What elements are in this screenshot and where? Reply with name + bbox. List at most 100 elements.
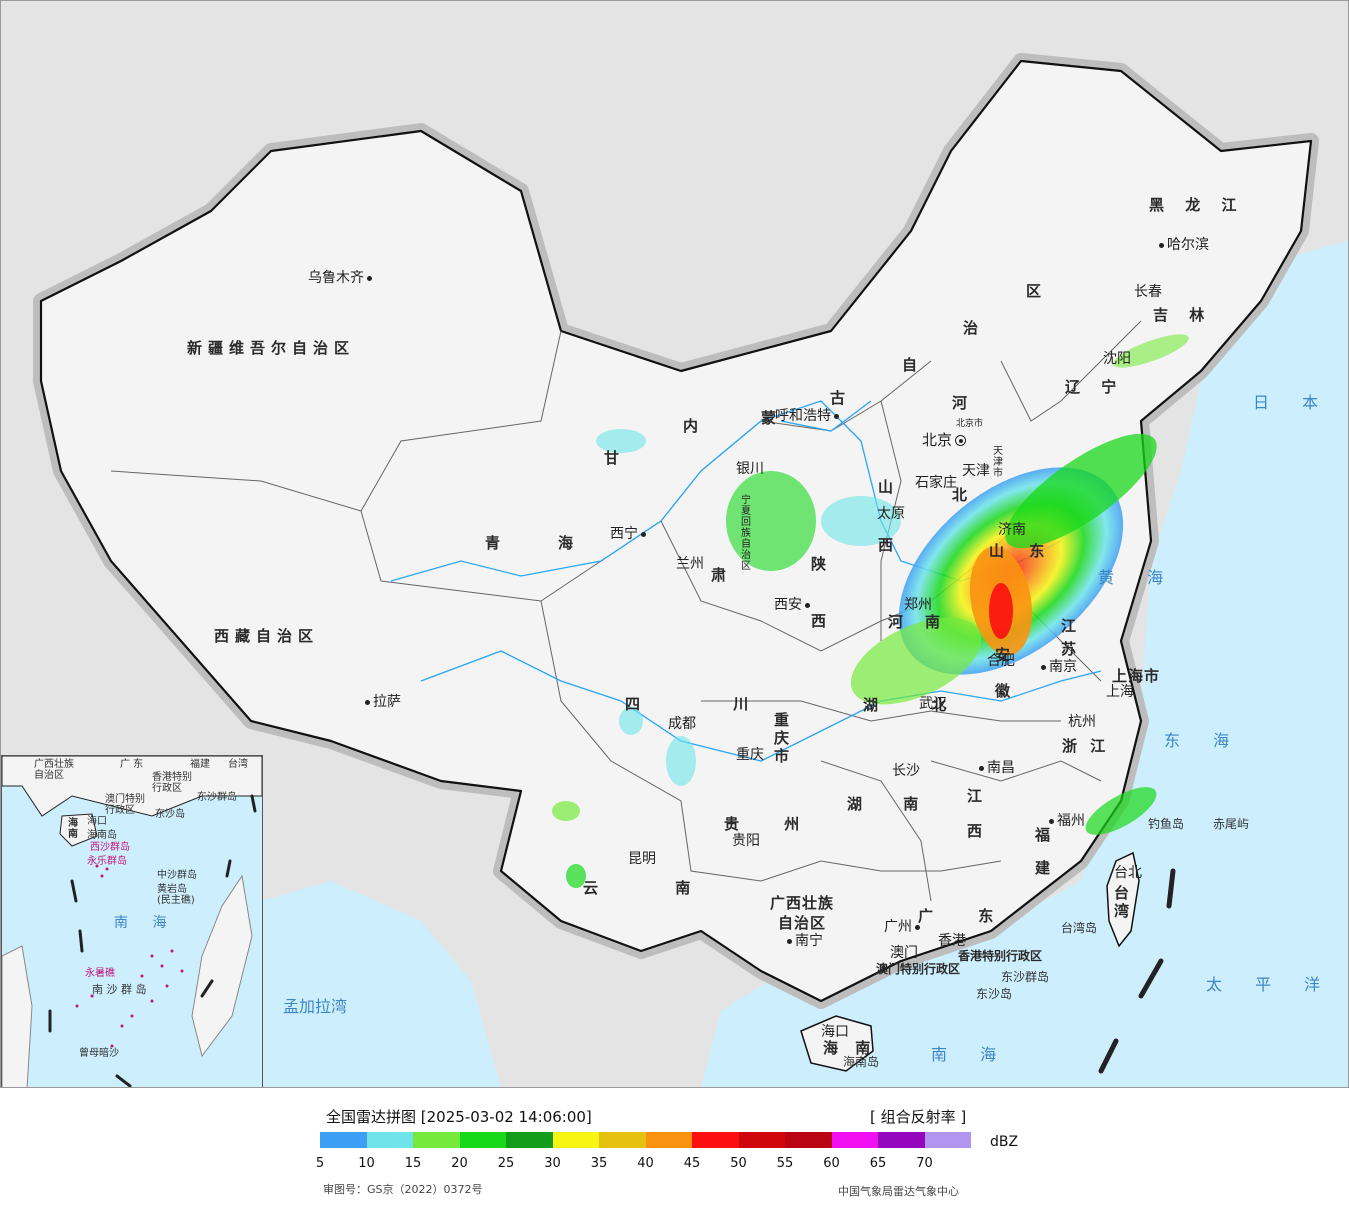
- hunan-label: 湖 南: [847, 795, 937, 813]
- legend-swatch: [320, 1132, 367, 1148]
- inset-dongsha-label: 东沙群岛: [197, 792, 237, 803]
- east-sea-label: 东 海: [1164, 731, 1244, 750]
- ningxia-label: 宁夏回族自治区: [741, 495, 751, 572]
- legend-product: [ 组合反射率 ]: [870, 1108, 967, 1126]
- city-lhasa: 拉萨: [365, 695, 401, 709]
- neimeng-label-4: 自: [902, 356, 919, 374]
- city-beijing: 北京: [922, 431, 967, 449]
- legend-tick-label: 20: [451, 1156, 468, 1171]
- city-wuhan: 武汉: [919, 696, 947, 712]
- legend-swatch: [738, 1132, 785, 1148]
- legend-swatch: [459, 1132, 506, 1148]
- south-sea-label: 南 海: [931, 1045, 1011, 1064]
- inset-macao-label: 澳门特别 行政区: [105, 794, 145, 816]
- diaoyu-island-label: 钓鱼岛: [1148, 817, 1185, 831]
- taiwan-island-shape: [1106, 851, 1140, 948]
- legend-swatch: [599, 1132, 646, 1148]
- legend-tick-label: 55: [776, 1156, 794, 1171]
- inset-xisha-label: 西沙群岛: [90, 842, 130, 853]
- tibet-label: 西藏自治区: [214, 627, 320, 645]
- city-haikou: 海口: [821, 1024, 849, 1040]
- bay-of-bengal-label: 孟加拉湾: [283, 997, 348, 1016]
- hainan-island-shape: [800, 1015, 874, 1072]
- inset-yongshu-label: 永暑礁: [85, 968, 115, 979]
- hebei-label-2: 北: [952, 486, 969, 504]
- chongqing-label: 重庆市: [774, 711, 791, 765]
- city-shenyang: 沈阳: [1103, 351, 1131, 367]
- inset-zengmu-label: 曾母暗沙: [79, 1048, 119, 1059]
- hainan-island-label: 海南岛: [843, 1055, 880, 1069]
- qinghai-label-1: 青: [485, 534, 502, 552]
- sichuan-label: 四 川: [625, 695, 793, 713]
- gansu-label-2: 肃: [711, 566, 728, 584]
- legend-swatch: [366, 1132, 413, 1148]
- henan-label-1: 河: [888, 613, 905, 631]
- city-guiyang: 贵阳: [732, 833, 760, 849]
- city-nanjing: 南京: [1041, 660, 1077, 674]
- city-shanghai: 上海: [1106, 684, 1134, 700]
- taiwan-island-label: 台湾岛: [1061, 921, 1098, 935]
- city-urumqi: 乌鲁木齐: [308, 271, 372, 285]
- inset-zhongsha-label: 中沙群岛: [157, 870, 197, 881]
- legend-tick-label: 25: [497, 1156, 515, 1171]
- neimeng-label-2: 蒙: [761, 409, 778, 427]
- pacific-label: 太 平 洋: [1206, 975, 1335, 994]
- city-xining: 西宁: [610, 527, 646, 541]
- city-changchun: 长春: [1134, 284, 1162, 300]
- legend-tick-label: 60: [823, 1156, 840, 1171]
- shanxi-label-1: 山: [878, 478, 895, 496]
- anhui-label: 安 徽: [995, 646, 1012, 700]
- city-kunming: 昆明: [628, 851, 656, 867]
- legend-swatch: [413, 1132, 460, 1148]
- inset-yongle-label: 永乐群岛: [87, 856, 127, 867]
- inset-haikou-label: 海口: [87, 816, 107, 827]
- legend-tick-label: 35: [590, 1156, 608, 1171]
- inset-guangdong-label: 广 东: [120, 759, 144, 770]
- inset-huangyan-label: 黄岩岛 (民主礁): [157, 884, 195, 906]
- city-jinan: 济南: [998, 522, 1026, 538]
- city-zhengzhou: 郑州: [904, 597, 932, 613]
- city-taiyuan: 太原: [877, 506, 905, 522]
- city-hongkong: 香港: [938, 933, 966, 949]
- city-nanchang: 南昌: [979, 761, 1015, 775]
- legend-swatch: [506, 1132, 553, 1148]
- fujian-label: 福 建: [1035, 826, 1052, 877]
- legend-tick-label: 45: [683, 1156, 701, 1171]
- inset-nansha-label: 南 沙 群 岛: [92, 983, 147, 996]
- city-chengdu: 成都: [668, 716, 696, 732]
- inset-canvas: [2, 756, 262, 1087]
- sea-of-japan-label: 日 本 海: [1253, 393, 1348, 412]
- legend-swatch: [878, 1132, 925, 1148]
- legend-color-bar: [320, 1132, 971, 1148]
- guizhou-label: 贵 州: [724, 815, 820, 833]
- inset-dongsha-dao-label: 东沙岛: [155, 809, 185, 820]
- city-tianjin: 天津: [962, 463, 990, 479]
- liaoning-label: 辽 宁: [1065, 378, 1125, 396]
- city-nanning: 南宁: [787, 934, 823, 948]
- guangdong-label: 广 东: [918, 907, 1014, 925]
- zhejiang-label: 浙 江: [1062, 737, 1110, 755]
- city-changsha: 长沙: [892, 763, 920, 779]
- legend-swatch: [692, 1132, 739, 1148]
- dongsha-island-label: 东沙岛: [976, 987, 1013, 1001]
- neimeng-label-5: 治: [963, 319, 980, 337]
- city-yinchuan: 银川: [736, 461, 764, 477]
- city-guangzhou: 广州: [884, 920, 920, 934]
- inset-south-sea-label: 南 海: [114, 915, 177, 931]
- east-sea-area: [701, 241, 1348, 1087]
- dongsha-islands-label: 东沙群岛: [1001, 970, 1050, 984]
- south-china-sea-inset: 广西壮族 自治区 广 东 福建 台湾 香港特别 行政区 澳门特别 行政区 东沙群…: [1, 755, 263, 1087]
- legend-tick-label: 15: [404, 1156, 422, 1171]
- legend-tick-label: 70: [916, 1156, 933, 1171]
- boundary-dashes: [1098, 868, 1176, 1074]
- legend-swatch: [785, 1132, 832, 1148]
- city-hefei: 合肥: [987, 653, 1015, 669]
- city-taipei: 台北: [1114, 865, 1142, 881]
- city-beijing-label: 北京: [922, 431, 953, 449]
- guangxi-label: 广西壮族 自治区: [769, 894, 834, 932]
- city-lanzhou: 兰州: [676, 556, 704, 572]
- jilin-label: 吉 林: [1153, 306, 1213, 324]
- yunnan-label: 云 南: [583, 879, 727, 897]
- hainan-label: 海 南: [823, 1039, 877, 1057]
- legend-tick-label: 50: [730, 1156, 747, 1171]
